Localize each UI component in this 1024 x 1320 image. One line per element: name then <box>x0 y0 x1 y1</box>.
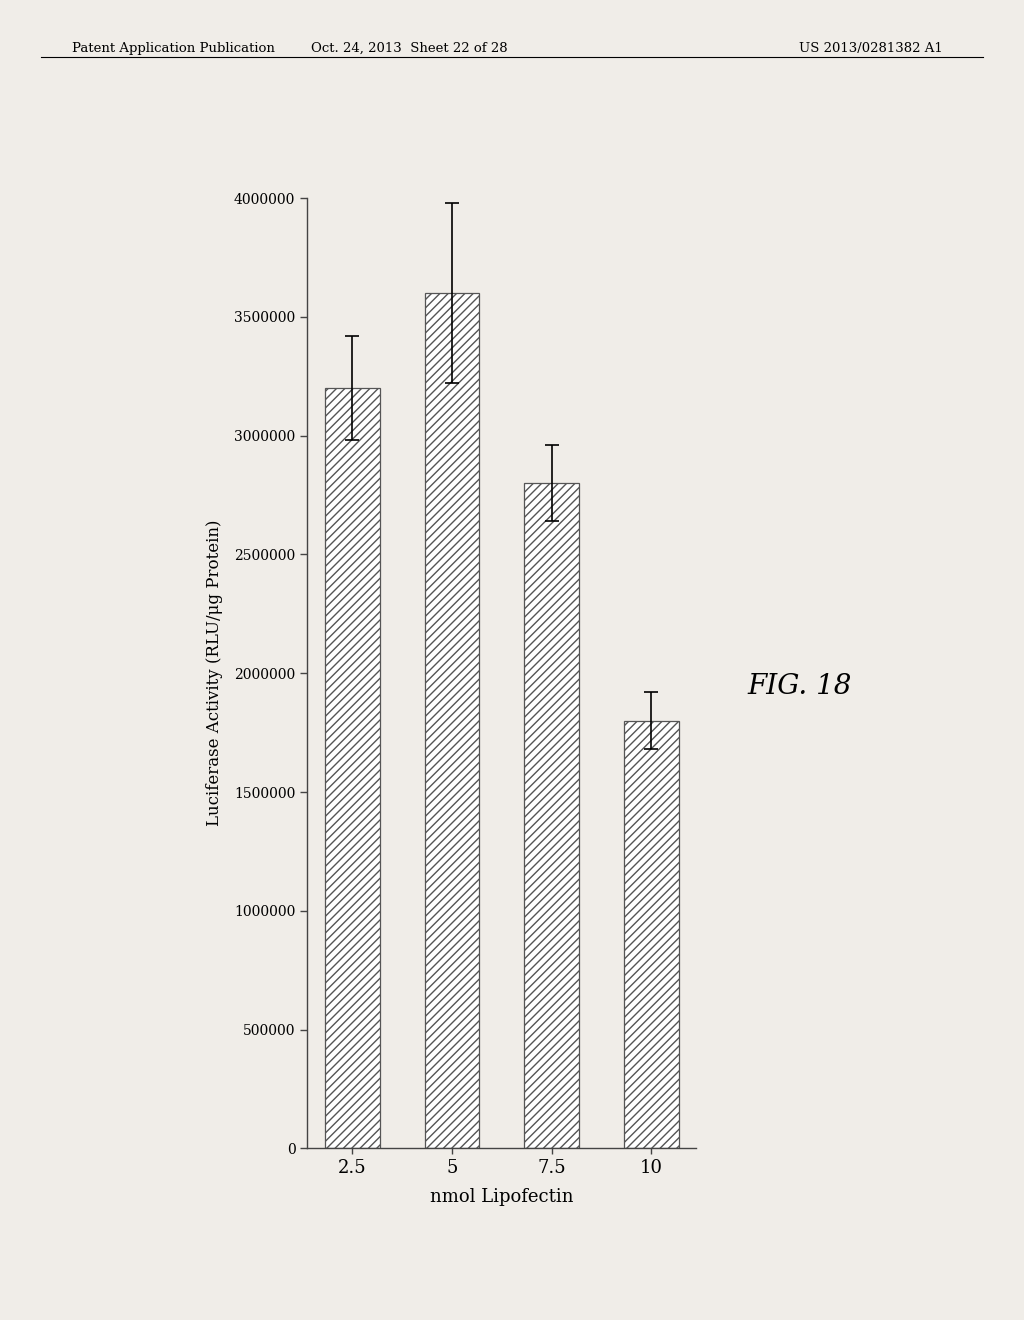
Text: US 2013/0281382 A1: US 2013/0281382 A1 <box>799 42 942 55</box>
Bar <box>524 483 579 1148</box>
Bar <box>425 293 479 1148</box>
Y-axis label: Luciferase Activity (RLU/μg Protein): Luciferase Activity (RLU/μg Protein) <box>206 520 223 826</box>
Text: FIG. 18: FIG. 18 <box>748 673 852 700</box>
Text: Patent Application Publication: Patent Application Publication <box>72 42 274 55</box>
Bar <box>325 388 380 1148</box>
Bar <box>624 721 679 1148</box>
Text: Oct. 24, 2013  Sheet 22 of 28: Oct. 24, 2013 Sheet 22 of 28 <box>311 42 508 55</box>
X-axis label: nmol Lipofectin: nmol Lipofectin <box>430 1188 573 1206</box>
